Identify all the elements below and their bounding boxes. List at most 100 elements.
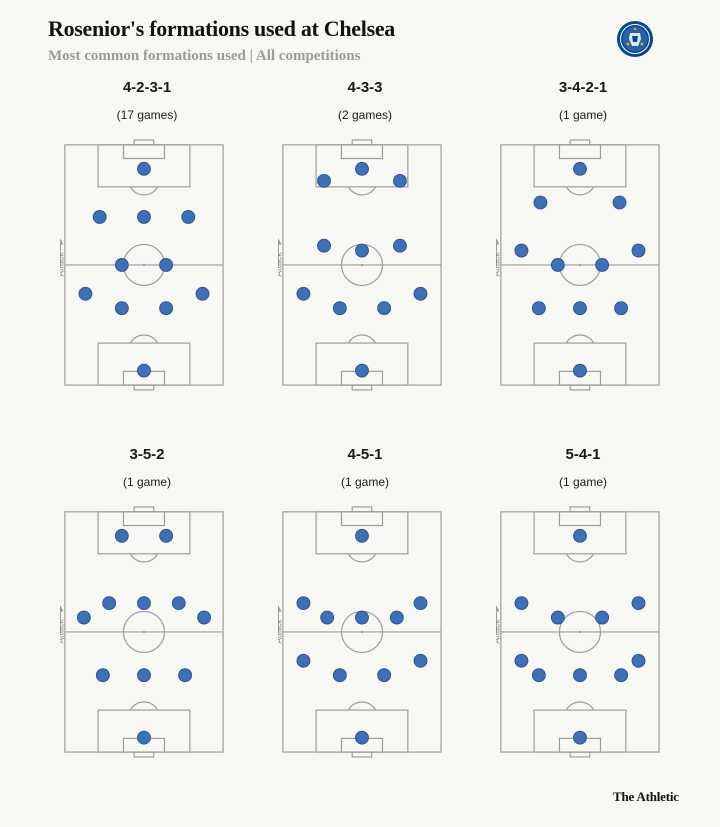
pitch: Attack bbox=[60, 506, 224, 758]
goal-top bbox=[133, 139, 155, 146]
player-marker bbox=[317, 173, 331, 188]
penalty-box-top bbox=[97, 511, 191, 555]
penalty-arc-top bbox=[565, 553, 595, 563]
penalty-arc-bottom bbox=[347, 334, 377, 344]
player-marker bbox=[137, 161, 151, 176]
goal-top bbox=[351, 506, 373, 513]
pitch: Attack bbox=[60, 139, 224, 391]
player-marker bbox=[631, 243, 646, 258]
pitch: Attack bbox=[278, 506, 442, 758]
formation-games: (17 games) bbox=[116, 108, 178, 122]
six-yard-box-top bbox=[558, 144, 602, 160]
player-marker bbox=[159, 258, 174, 272]
player-marker bbox=[78, 286, 93, 301]
player-marker bbox=[102, 596, 117, 611]
centre-spot bbox=[142, 263, 146, 267]
player-marker bbox=[137, 730, 151, 745]
player-marker bbox=[171, 596, 186, 611]
player-marker bbox=[612, 195, 627, 210]
goal-top bbox=[351, 139, 373, 146]
penalty-arc-top bbox=[565, 186, 595, 196]
penalty-arc-top bbox=[347, 553, 377, 563]
formation-name: 4-3-3 bbox=[347, 79, 383, 96]
player-marker bbox=[137, 668, 151, 683]
attack-arrow-head bbox=[278, 238, 282, 245]
attack-label: Attack bbox=[60, 619, 65, 644]
goal-bottom bbox=[133, 384, 155, 391]
player-marker bbox=[296, 596, 311, 611]
penalty-arc-bottom bbox=[129, 701, 159, 711]
player-marker bbox=[355, 528, 369, 543]
formation-name: 5-4-1 bbox=[565, 446, 601, 463]
attack-arrow-head bbox=[60, 605, 64, 612]
goal-top bbox=[569, 506, 591, 513]
player-marker bbox=[389, 610, 404, 625]
player-marker bbox=[550, 258, 565, 272]
penalty-arc-top bbox=[129, 186, 159, 196]
centre-circle bbox=[122, 610, 166, 654]
six-yard-box-top bbox=[340, 511, 384, 527]
player-marker bbox=[377, 301, 392, 316]
attack-label: Attack bbox=[496, 619, 501, 644]
six-yard-box-top bbox=[340, 144, 384, 160]
player-marker bbox=[317, 238, 331, 253]
player-marker bbox=[573, 668, 587, 683]
pitch: Attack bbox=[278, 139, 442, 391]
player-marker bbox=[296, 653, 311, 668]
brand-logo: The Athletic bbox=[613, 789, 679, 804]
player-marker bbox=[114, 258, 129, 272]
player-marker bbox=[355, 363, 369, 378]
player-marker bbox=[573, 301, 587, 316]
player-marker bbox=[320, 610, 335, 625]
penalty-arc-top bbox=[347, 186, 377, 196]
player-marker bbox=[413, 653, 428, 668]
player-marker bbox=[393, 238, 407, 253]
attack-label: Attack bbox=[60, 252, 65, 277]
player-marker bbox=[137, 363, 151, 378]
player-marker bbox=[181, 209, 196, 224]
goal-top bbox=[569, 139, 591, 146]
player-marker bbox=[573, 528, 587, 543]
attack-arrow-head bbox=[496, 605, 500, 612]
penalty-arc-top bbox=[129, 553, 159, 563]
player-marker bbox=[355, 610, 369, 625]
attack-arrow-head bbox=[60, 238, 64, 245]
player-marker bbox=[573, 363, 587, 378]
penalty-arc-bottom bbox=[565, 701, 595, 711]
player-marker bbox=[595, 258, 610, 272]
player-marker bbox=[533, 195, 548, 210]
player-marker bbox=[332, 301, 347, 316]
player-marker bbox=[531, 668, 546, 683]
player-marker bbox=[614, 301, 629, 316]
player-marker bbox=[393, 173, 407, 188]
player-marker bbox=[595, 610, 610, 625]
player-marker bbox=[573, 161, 587, 176]
formation-name: 3-4-2-1 bbox=[558, 79, 608, 96]
player-marker bbox=[514, 653, 529, 668]
centre-spot bbox=[578, 263, 582, 267]
centre-spot bbox=[578, 630, 582, 634]
centre-spot bbox=[360, 630, 364, 634]
formation-games: (1 game) bbox=[340, 475, 390, 489]
player-marker bbox=[159, 528, 174, 543]
goal-bottom bbox=[569, 751, 591, 758]
attack-arrow-head bbox=[278, 605, 282, 612]
formation-name: 3-5-2 bbox=[129, 446, 165, 463]
player-marker bbox=[355, 161, 369, 176]
centre-circle bbox=[558, 610, 602, 654]
player-marker bbox=[355, 730, 369, 745]
player-marker bbox=[573, 730, 587, 745]
player-marker bbox=[614, 668, 629, 683]
penalty-arc-bottom bbox=[347, 701, 377, 711]
player-marker bbox=[76, 610, 91, 625]
page-subtitle: Most common formations used | All compet… bbox=[48, 48, 361, 64]
player-marker bbox=[531, 301, 546, 316]
player-marker bbox=[197, 610, 212, 625]
six-yard-box-top bbox=[122, 511, 166, 527]
formation-games: (1 game) bbox=[558, 475, 608, 489]
player-marker bbox=[95, 668, 110, 683]
formation-games: (2 games) bbox=[337, 108, 393, 122]
penalty-arc-bottom bbox=[129, 334, 159, 344]
formation-games: (1 game) bbox=[558, 108, 608, 122]
six-yard-box-top bbox=[122, 144, 166, 160]
